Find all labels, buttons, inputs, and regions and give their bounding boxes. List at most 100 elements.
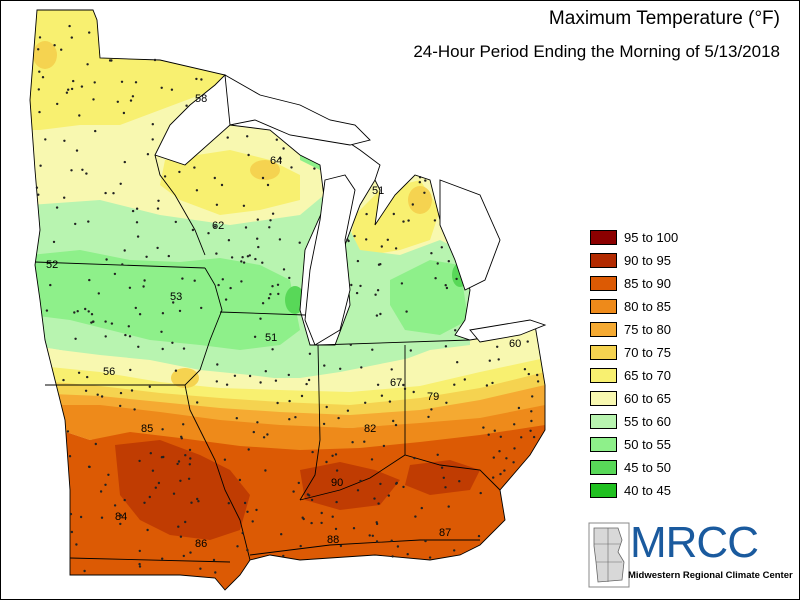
station-dot: [116, 100, 120, 104]
legend-label: 75 to 80: [624, 321, 671, 337]
station-dot: [482, 426, 485, 429]
station-dot: [49, 283, 52, 287]
station-dot: [376, 289, 380, 292]
band-65-70-south: [30, 358, 545, 408]
station-dot: [216, 363, 219, 366]
station-dot: [434, 277, 437, 280]
station-dot: [368, 534, 371, 537]
station-dot: [153, 58, 157, 62]
station-dot: [134, 81, 138, 84]
station-dot: [246, 510, 249, 513]
station-dot: [409, 349, 412, 352]
station-dot: [74, 337, 77, 340]
station-dot: [119, 404, 122, 408]
station-dot: [75, 149, 79, 152]
station-dot: [497, 358, 500, 361]
station-dot: [391, 555, 394, 558]
station-dot: [536, 380, 540, 383]
station-dot: [62, 196, 66, 199]
station-dot: [418, 181, 421, 184]
temperature-labels: 58 64 51 62 52 53 51 56 67 60 79 85 82 9…: [46, 93, 521, 550]
station-dot: [86, 63, 89, 66]
station-dot: [532, 435, 536, 439]
station-dot: [94, 129, 97, 133]
station-dot: [88, 31, 91, 34]
station-dot: [359, 284, 362, 288]
station-dot: [227, 239, 231, 242]
station-dot: [230, 256, 234, 259]
station-dot: [339, 544, 343, 548]
station-dot: [523, 368, 527, 371]
station-dot: [505, 457, 508, 460]
station-dot: [217, 283, 220, 287]
station-dot: [359, 479, 362, 483]
legend-swatch: [590, 298, 617, 314]
station-dot: [41, 76, 45, 79]
station-dot: [442, 476, 445, 479]
station-dot: [188, 448, 192, 452]
station-dot: [424, 179, 427, 182]
station-dot: [527, 372, 530, 376]
station-dot: [271, 285, 274, 288]
station-dot: [351, 441, 354, 444]
temp-label: 84: [115, 511, 127, 523]
station-dot: [320, 511, 323, 515]
station-dot: [110, 322, 114, 325]
station-dot: [123, 160, 127, 164]
station-dot: [307, 378, 311, 382]
station-dot: [215, 203, 219, 206]
station-dot: [477, 534, 481, 538]
lake-erie: [469, 319, 547, 343]
station-dot: [223, 458, 227, 461]
station-dot: [436, 262, 439, 265]
station-dot: [513, 447, 516, 450]
station-dot: [90, 313, 94, 316]
legend-swatch: [590, 321, 617, 337]
station-dot: [335, 469, 339, 472]
station-dot: [238, 478, 242, 482]
station-dot: [346, 409, 350, 412]
station-dot: [134, 306, 137, 310]
legend-row: 80 to 85: [590, 297, 671, 315]
station-dot: [182, 554, 185, 558]
legend-label: 50 to 55: [624, 436, 671, 452]
legend-label: 80 to 85: [624, 298, 671, 314]
temp-label: 58: [195, 93, 207, 105]
station-dot: [392, 419, 395, 423]
station-dot: [536, 373, 539, 377]
station-dot: [310, 498, 314, 502]
station-dot: [275, 138, 278, 141]
station-dot: [406, 553, 409, 556]
station-dot: [177, 460, 181, 463]
legend-label: 90 to 95: [624, 252, 671, 268]
station-dot: [240, 280, 243, 283]
station-dot: [136, 235, 140, 238]
station-dot: [187, 477, 191, 480]
station-dot: [282, 268, 286, 271]
patch-cool-mn: [33, 41, 57, 69]
station-dot: [227, 502, 230, 505]
station-dot: [215, 252, 218, 255]
station-dot: [496, 345, 499, 348]
temp-label: 60: [509, 338, 521, 350]
station-dot: [430, 252, 433, 255]
legend-row: 40 to 45: [590, 481, 671, 499]
station-dot: [39, 164, 42, 167]
station-dot: [246, 548, 249, 552]
station-dot: [256, 218, 259, 221]
station-dot: [268, 226, 271, 229]
station-dot: [261, 302, 265, 305]
station-dot: [430, 408, 433, 411]
station-dot: [189, 551, 192, 554]
station-dot: [104, 483, 107, 486]
station-dot: [87, 310, 90, 313]
station-dot: [236, 545, 239, 548]
station-dot: [112, 192, 115, 195]
station-dot: [123, 249, 126, 252]
station-dot: [376, 383, 380, 386]
station-dot: [87, 465, 91, 468]
station-dot: [379, 312, 382, 316]
station-dot: [157, 481, 161, 485]
station-dot: [411, 203, 414, 206]
station-dot: [248, 374, 252, 378]
